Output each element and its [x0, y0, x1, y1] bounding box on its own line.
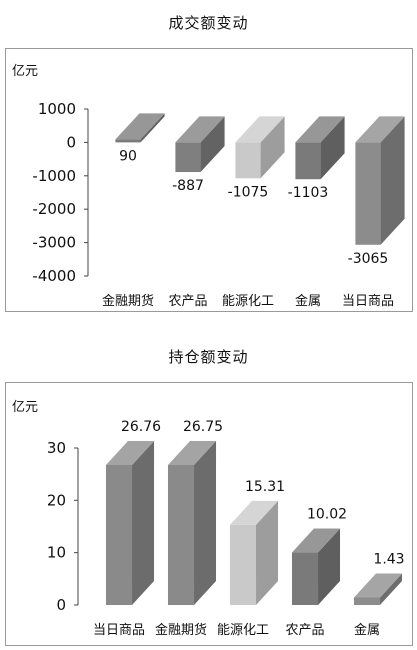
- chart2-bar-side: [256, 500, 279, 605]
- chart1-bar-top: [235, 116, 285, 143]
- chart1-panel: 亿元 1000 0 -1000 -2000 -3000 -4000 90 金融期货 -887 农产品…: [5, 48, 413, 312]
- chart2-bar-side: [132, 440, 155, 605]
- chart1-category-label: 金属: [295, 293, 321, 309]
- chart2-panel: 亿元 30 20 10 0 26.76 当日商品 26.75 金融期货 15.31 能源化工 10.0…: [5, 382, 413, 646]
- chart2-y-tick-label: 30: [47, 439, 66, 457]
- chart2-bar-side: [194, 441, 217, 605]
- chart2-plot: 亿元 30 20 10 0 26.76 当日商品 26.75 金融期货 15.31 能源化工 10.0…: [12, 400, 405, 638]
- chart1-bar-side: [320, 116, 345, 180]
- chart1-y-unit-label: 亿元: [12, 64, 38, 79]
- chart1-bar-side: [380, 116, 405, 245]
- chart2-bar-top: [229, 500, 279, 525]
- chart1-bar-top: [355, 116, 405, 143]
- chart2-bar-top: [167, 441, 217, 466]
- chart2-data-label: 15.31: [245, 479, 285, 495]
- chart2-bar-5: [353, 573, 403, 605]
- chart2-bar-front: [353, 597, 381, 605]
- chart1-bar-top: [175, 116, 225, 143]
- chart1-y-tick-label: -2000: [32, 200, 76, 218]
- chart1-bar-top: [295, 116, 345, 143]
- chart1-bar-5: [355, 116, 405, 245]
- chart2-bar-front: [229, 524, 257, 605]
- chart1-bar-front: [235, 142, 261, 179]
- chart2-category-label: 能源化工: [217, 623, 269, 638]
- chart1-bar-front: [355, 142, 381, 245]
- chart1-y-tick-label: -3000: [32, 234, 76, 252]
- chart2-y-tick-label: 0: [56, 596, 66, 614]
- chart1-data-label: -3065: [348, 251, 389, 267]
- chart2-bar-front: [291, 552, 319, 605]
- chart1-bar-front: [295, 142, 321, 180]
- chart1-plot: 亿元 1000 0 -1000 -2000 -3000 -4000 90 金融期货 -887 农产品…: [12, 64, 405, 309]
- chart1-y-tick-label: -1000: [32, 167, 76, 185]
- chart1-bar-front: [115, 139, 141, 143]
- chart1-bar-3: [235, 116, 285, 179]
- chart2-data-label: 26.76: [121, 419, 161, 435]
- chart2-bar-2: [167, 441, 217, 605]
- chart1-y-tick-label: -4000: [32, 267, 76, 285]
- chart2-bar-top: [291, 528, 341, 553]
- chart1-data-label: -887: [172, 178, 204, 194]
- chart2-title: 持仓额变动: [168, 348, 249, 366]
- chart1-bar-1: [115, 113, 165, 143]
- chart1-category-label: 当日商品: [342, 294, 394, 309]
- chart2-data-label: 10.02: [307, 507, 347, 523]
- chart2-bar-front: [105, 464, 133, 605]
- chart2-bar-front: [167, 465, 195, 605]
- chart1-y-tick-label: 0: [66, 133, 76, 151]
- chart1-bar-side: [260, 116, 285, 179]
- chart2-data-label: 26.75: [183, 419, 223, 435]
- chart2-bar-top: [353, 573, 403, 598]
- chart2-category-label: 金融期货: [155, 622, 207, 638]
- chart2-bar-4: [291, 528, 341, 605]
- chart1-y-tick-label: 1000: [38, 100, 76, 118]
- chart2-bar-top: [105, 440, 155, 465]
- chart1-bar-2: [175, 116, 225, 173]
- chart2-data-label: 1.43: [373, 552, 404, 568]
- chart2-y-tick-label: 20: [47, 491, 66, 509]
- chart2-y-tick-label: 10: [47, 544, 66, 562]
- chart2-bar-1: [105, 440, 155, 605]
- chart2-category-label: 当日商品: [93, 623, 145, 638]
- chart2-bar-3: [229, 500, 279, 605]
- chart1-data-label: 90: [119, 148, 137, 164]
- chart1-bar-front: [175, 142, 201, 173]
- chart1-bar-side: [200, 116, 225, 173]
- chart1-category-label: 能源化工: [222, 294, 274, 309]
- chart1-title: 成交额变动: [168, 14, 249, 32]
- chart2-category-label: 金属: [354, 622, 380, 638]
- chart2-bar-side: [380, 573, 403, 605]
- chart1-bar-side: [140, 113, 165, 143]
- chart2-y-unit-label: 亿元: [12, 400, 38, 415]
- chart1-bar-4: [295, 116, 345, 180]
- chart1-category-label: 金融期货: [102, 293, 154, 309]
- chart1-data-label: -1103: [288, 185, 329, 201]
- chart1-category-label: 农产品: [168, 294, 207, 309]
- chart2-bar-side: [318, 528, 341, 605]
- chart2-category-label: 农产品: [285, 623, 324, 638]
- chart1-bar-top: [115, 113, 165, 140]
- chart1-data-label: -1075: [228, 184, 269, 200]
